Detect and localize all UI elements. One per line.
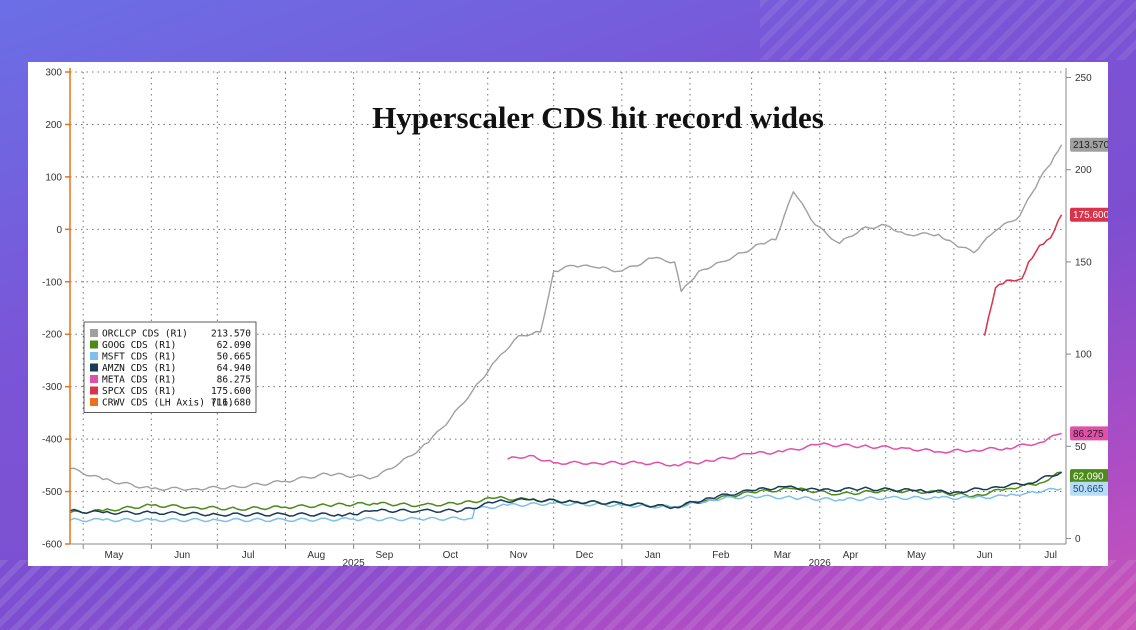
last-value-badge: 62.090	[1070, 469, 1108, 484]
grid	[70, 71, 1066, 545]
right-axis: 250 200 150 100 50 0	[1065, 68, 1092, 545]
legend-series-value: 86.275	[217, 375, 251, 386]
legend-swatch	[90, 352, 98, 360]
legend-series-value: 716.680	[211, 398, 251, 409]
series-line	[69, 144, 1063, 491]
right-tick-label: 50	[1075, 442, 1087, 453]
x-tick-label: May	[105, 550, 124, 561]
legend-swatch	[90, 375, 98, 383]
x-tick-label: Oct	[443, 550, 459, 561]
legend-swatch	[90, 363, 98, 372]
badge-background	[1070, 137, 1108, 152]
legend-series-name: MSFT CDS (R1)	[102, 352, 176, 363]
left-tick-label: 100	[45, 172, 62, 183]
x-tick-label: Jun	[977, 550, 993, 561]
right-tick-label: 150	[1075, 257, 1092, 268]
series-line	[507, 432, 1062, 467]
series-lines	[69, 144, 1063, 523]
legend-swatch	[90, 398, 98, 406]
badge-background	[1070, 481, 1108, 496]
badge-background	[1070, 469, 1108, 484]
x-tick-label: Jul	[242, 550, 255, 561]
left-tick-label: -300	[42, 382, 62, 393]
left-tick-label: 300	[45, 68, 62, 79]
legend-swatch	[90, 386, 98, 395]
legend-series-name: SPCX CDS (R1)	[102, 386, 176, 397]
badge-background	[1070, 426, 1108, 441]
badge-value: 62.090	[1073, 472, 1104, 483]
line-chart: 300 200 100 0 -100 -200 -300 -400 -500 -600 250 20…	[42, 68, 1108, 566]
left-tick-label: -600	[42, 540, 62, 551]
right-tick-label: 100	[1075, 350, 1092, 361]
series-line	[983, 214, 1063, 336]
background-stripes-bottom	[0, 560, 1136, 630]
legend-series-value: 62.090	[217, 340, 252, 351]
left-axis: 300 200 100 0 -100 -200 -300 -400 -500 -600	[42, 68, 71, 551]
x-tick-label: Jan	[645, 550, 661, 561]
left-tick-label: -200	[42, 330, 62, 341]
badge-value: 86.275	[1073, 429, 1104, 440]
legend-series-value: 175.600	[211, 386, 251, 397]
x-tick-label: Apr	[843, 550, 859, 561]
chart-title: Hyperscaler CDS hit record wides	[372, 100, 824, 135]
legend-series-name: CRWV CDS (LH Axis) (L1)	[102, 398, 234, 409]
left-tick-label: -400	[42, 435, 62, 446]
year-label: 2026	[809, 558, 832, 566]
left-tick-label: -500	[42, 487, 62, 498]
badge-value: 50.665	[1073, 484, 1104, 495]
series-line	[69, 471, 1063, 517]
right-tick-label: 250	[1075, 73, 1092, 84]
last-value-badge: 175.600	[1070, 207, 1108, 222]
legend-swatch	[90, 340, 98, 349]
badge-value: 175.600	[1073, 210, 1108, 221]
last-value-badge: 50.665	[1070, 481, 1108, 496]
last-value-badge: 86.275	[1070, 426, 1108, 441]
legend-series-name: META CDS (R1)	[102, 375, 176, 386]
legend-series-value: 64.940	[217, 363, 252, 374]
x-tick-label: Feb	[712, 550, 730, 561]
x-tick-label: Jul	[1044, 550, 1057, 561]
legend-series-value: 50.665	[217, 352, 251, 363]
series-line	[69, 487, 1062, 523]
legend: ORCLCP CDS (R1) 213.570 GOOG CDS (R1) 62.09…	[83, 321, 257, 413]
right-tick-label: 200	[1075, 165, 1092, 176]
legend-series-value: 213.570	[211, 329, 251, 340]
legend-series-name: AMZN CDS (R1)	[102, 363, 176, 374]
badge-background	[1070, 207, 1108, 222]
legend-box	[83, 321, 257, 413]
x-tick-label: Nov	[510, 550, 528, 561]
year-label: 2025	[343, 558, 366, 566]
x-tick-label: May	[907, 550, 926, 561]
legend-series-name: ORCLCP CDS (R1)	[102, 329, 188, 340]
left-tick-label: -100	[42, 277, 62, 288]
legend-swatch	[90, 329, 98, 337]
series-line	[69, 471, 1062, 515]
chart-panel: 300 200 100 0 -100 -200 -300 -400 -500 -600 250 20…	[28, 62, 1108, 566]
x-axis: May Jun Jul Aug Sep Oct Nov Dec Jan Feb Mar Apr May J…	[70, 543, 1066, 566]
badge-value: 213.570	[1073, 140, 1108, 151]
legend-series-name: GOOG CDS (R1)	[102, 340, 176, 351]
right-tick-label: 0	[1075, 534, 1081, 545]
x-tick-label: Dec	[576, 550, 594, 561]
left-tick-label: 200	[45, 120, 62, 131]
x-tick-label: Aug	[307, 550, 325, 561]
x-tick-label: Sep	[376, 550, 394, 561]
last-value-badge: 213.570	[1070, 137, 1108, 152]
x-tick-label: Jun	[174, 550, 190, 561]
x-tick-label: Mar	[774, 550, 792, 561]
background-stripes-top	[760, 0, 1136, 60]
left-tick-label: 0	[56, 225, 62, 236]
